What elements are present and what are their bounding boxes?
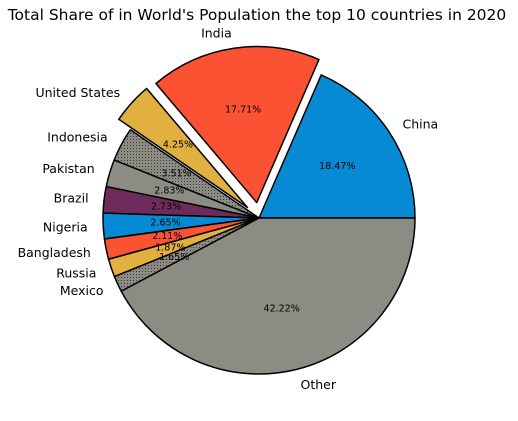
pct-label-brazil: 2.73% xyxy=(151,202,181,213)
pct-label-china: 18.47% xyxy=(319,161,355,172)
pct-label-united-states: 4.25% xyxy=(163,139,193,150)
slice-label-indonesia: Indonesia xyxy=(47,130,107,145)
slice-label-russia: Russia xyxy=(56,266,96,281)
pct-label-india: 17.71% xyxy=(225,104,261,115)
pct-label-mexico: 1.65% xyxy=(159,252,189,263)
pct-label-nigeria: 2.65% xyxy=(150,217,180,228)
pct-label-other: 42.22% xyxy=(264,303,300,314)
slice-label-brazil: Brazil xyxy=(54,190,89,205)
pie-slices xyxy=(103,47,415,374)
slice-label-pakistan: Pakistan xyxy=(42,161,94,176)
slice-label-nigeria: Nigeria xyxy=(43,219,88,234)
slice-label-bangladesh: Bangladesh xyxy=(18,245,91,260)
pct-label-indonesia: 3.51% xyxy=(161,168,191,179)
slice-label-mexico: Mexico xyxy=(60,283,104,298)
slice-label-united-states: United States xyxy=(35,85,120,100)
slice-label-other: Other xyxy=(301,377,337,392)
pct-label-pakistan: 2.83% xyxy=(154,186,184,197)
pct-label-bangladesh: 2.11% xyxy=(152,231,182,242)
slice-label-india: India xyxy=(201,25,232,40)
chart-title: Total Share of in World's Population the… xyxy=(7,6,507,24)
slice-label-china: China xyxy=(403,116,439,131)
